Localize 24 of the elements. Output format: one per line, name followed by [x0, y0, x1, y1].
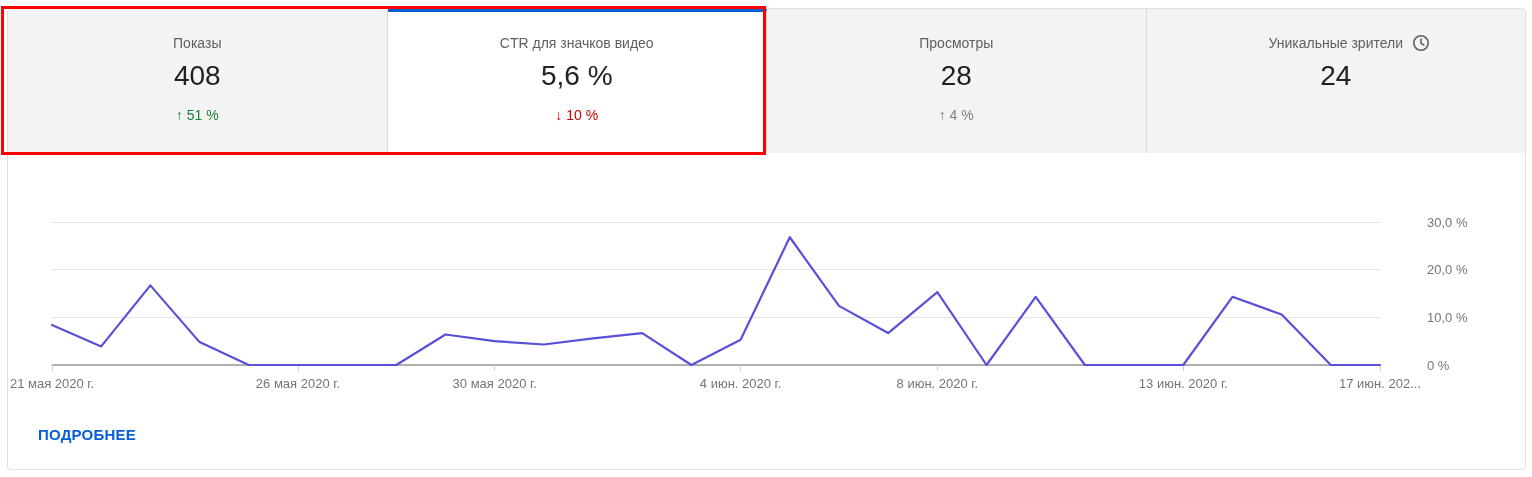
x-tick-label: 21 мая 2020 г. [9, 376, 95, 391]
text: ↓ 10 % [554, 106, 600, 124]
x-tick-label: 17 июн. 202... [1338, 376, 1422, 391]
text: Показы [173, 34, 222, 52]
text: CTR для значков видео [499, 34, 654, 52]
y-tick-label: 0 % [1427, 357, 1450, 373]
text: ↑ 4 % [937, 106, 975, 124]
text: 28 [939, 59, 973, 93]
x-tick-label: 4 июн. 2020 г. [699, 376, 782, 391]
x-tick-label: 13 июн. 2020 г. [1138, 376, 1228, 391]
y-tick-label: 10,0 % [1427, 309, 1468, 325]
text: Просмотры [919, 34, 994, 52]
line-series [50, 236, 1382, 367]
y-tick-label: 20,0 % [1427, 262, 1468, 278]
text: 408 [172, 59, 222, 93]
text: 5,6 % [539, 59, 614, 93]
x-tick-label: 8 июн. 2020 г. [896, 376, 979, 391]
text: 24 [1319, 59, 1353, 93]
x-tick-label: 26 мая 2020 г. [255, 376, 341, 391]
x-tick-label: 30 мая 2020 г. [452, 376, 537, 391]
text: ПОДРОБНЕЕ [38, 426, 136, 443]
text: ↑ 51 % [174, 106, 220, 124]
y-tick-label: 30,0 % [1427, 214, 1468, 230]
text: Уникальные зрители [1268, 34, 1404, 52]
